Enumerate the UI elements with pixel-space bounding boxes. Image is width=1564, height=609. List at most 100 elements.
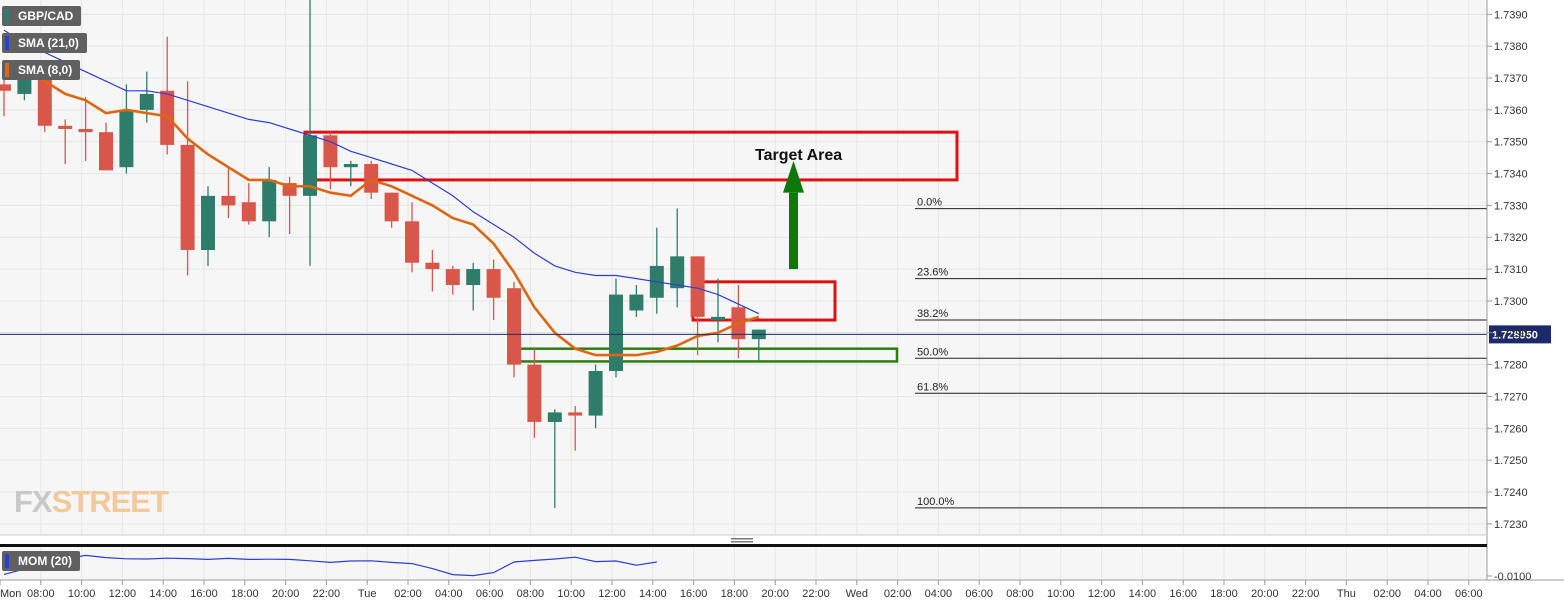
mom-tick-label: -0.0100 [1494, 571, 1531, 583]
x-tick-label: 20:00 [272, 588, 300, 600]
x-tick-label: 16:00 [680, 588, 708, 600]
sma21-badge[interactable]: SMA (21,0) [2, 33, 87, 53]
candle-down [690, 256, 705, 317]
fib-level-label: 100.0% [917, 496, 955, 508]
candle-down [180, 144, 195, 250]
candle-down [486, 269, 501, 298]
x-tick-label: 12:00 [109, 588, 137, 600]
mom-badge[interactable]: MOM (20) [2, 551, 80, 571]
candles [0, 0, 766, 508]
sma8-label: SMA (8,0) [18, 63, 73, 77]
fxstreet-watermark: FXSTREET [14, 484, 169, 519]
x-tick-label: 20:00 [761, 588, 789, 600]
x-tick-label: 02:00 [394, 588, 422, 600]
y-tick-label: 1.7250 [1494, 455, 1528, 467]
x-tick-label: 18:00 [1210, 588, 1238, 600]
x-tick-label: Thu [1337, 588, 1356, 600]
moving-averages [3, 29, 760, 357]
candle-up [711, 316, 725, 321]
candle-down [568, 412, 583, 416]
momentum-panel: -0.0100 [3, 554, 1531, 583]
x-tick-label: 12:00 [598, 588, 626, 600]
x-tick-label: 16:00 [1169, 588, 1197, 600]
candle-down [364, 164, 379, 193]
candle-down [78, 128, 93, 133]
x-tick-label: 20:00 [1251, 588, 1279, 600]
candle-up [303, 135, 317, 196]
y-tick-label: 1.7360 [1494, 105, 1528, 117]
price-plot-area [0, 0, 1487, 535]
target-area-label: Target Area [755, 147, 842, 164]
candle-down [241, 202, 256, 222]
panel-resize-handle[interactable] [731, 538, 753, 540]
y-tick-label: 1.7310 [1494, 264, 1528, 276]
candle-up [119, 109, 134, 168]
candle-up [262, 179, 277, 222]
watermark-fx: FX [14, 484, 53, 519]
candle-down [425, 262, 440, 270]
x-tick-label: 02:00 [1373, 588, 1401, 600]
x-tick-label: 10:00 [68, 588, 96, 600]
fib-level-label: 61.8% [917, 381, 948, 393]
x-tick-label: 22:00 [802, 588, 830, 600]
x-tick-label: 10:00 [1047, 588, 1075, 600]
x-tick-label: 22:00 [313, 588, 341, 600]
x-tick-label: 04:00 [1414, 588, 1442, 600]
fib-level-label: 23.6% [917, 267, 948, 279]
symbol-badge[interactable]: GBP/CAD [2, 6, 82, 26]
candle-down [405, 221, 419, 263]
watermark-street: STREET [52, 484, 169, 519]
x-tick-label: 06:00 [965, 588, 993, 600]
candle-up [629, 294, 644, 311]
x-tick-label: Wed [846, 588, 868, 600]
time-axis: Mon 08:00 10:00 12:00 14:00 16:00 18:00 20:00 22… [0, 534, 1564, 600]
mom-color-swatch [5, 554, 9, 568]
arrow-shaft [789, 192, 798, 270]
y-tick-label: 1.7350 [1494, 137, 1528, 149]
candle-up [588, 370, 603, 416]
arrow-head [783, 160, 804, 193]
y-tick-label: 1.7240 [1494, 487, 1528, 499]
candle-down [507, 288, 521, 365]
sma8-line [3, 70, 760, 357]
x-tick-label: 10:00 [557, 588, 585, 600]
candle-down [58, 125, 73, 129]
x-tick-label: 22:00 [1292, 588, 1320, 600]
candle-up [139, 93, 154, 110]
sma8-color-swatch [5, 63, 9, 77]
candle-up [466, 269, 481, 286]
candle-up [17, 78, 32, 94]
x-tick-label: 16:00 [190, 588, 218, 600]
x-tick-label: 14:00 [149, 588, 177, 600]
y-tick-label: 1.7390 [1494, 9, 1528, 21]
candle-down [37, 71, 52, 126]
y-tick-label: 1.7340 [1494, 169, 1528, 181]
x-tick-label: 12:00 [1088, 588, 1116, 600]
y-tick-label: 1.7260 [1494, 423, 1528, 435]
candle-up [547, 412, 562, 422]
x-tick-label: 14:00 [1129, 588, 1157, 600]
candle-down [221, 195, 236, 206]
x-tick-label: 08:00 [27, 588, 55, 600]
momentum-line [3, 554, 657, 577]
current-price-label: 1.728950 [1492, 329, 1538, 341]
y-tick-label: 1.7330 [1494, 200, 1528, 212]
y-tick-label: 1.7300 [1494, 296, 1528, 308]
fib-level-label: 38.2% [917, 308, 948, 320]
candle-up [670, 256, 685, 289]
fib-level-label: 0.0% [917, 197, 942, 209]
candle-down [0, 84, 11, 91]
x-tick-label: Mon [0, 588, 21, 600]
x-tick-label: 08:00 [517, 588, 545, 600]
gridlines [0, 0, 1487, 579]
candle-down [445, 269, 460, 286]
fib-level-label: 50.0% [917, 346, 948, 358]
candle-down [527, 364, 542, 422]
panel-separator [0, 544, 1487, 547]
candle-up [609, 294, 623, 371]
x-tick-label: 04:00 [435, 588, 463, 600]
sma8-badge[interactable]: SMA (8,0) [2, 60, 81, 80]
x-tick-label: 08:00 [1006, 588, 1034, 600]
